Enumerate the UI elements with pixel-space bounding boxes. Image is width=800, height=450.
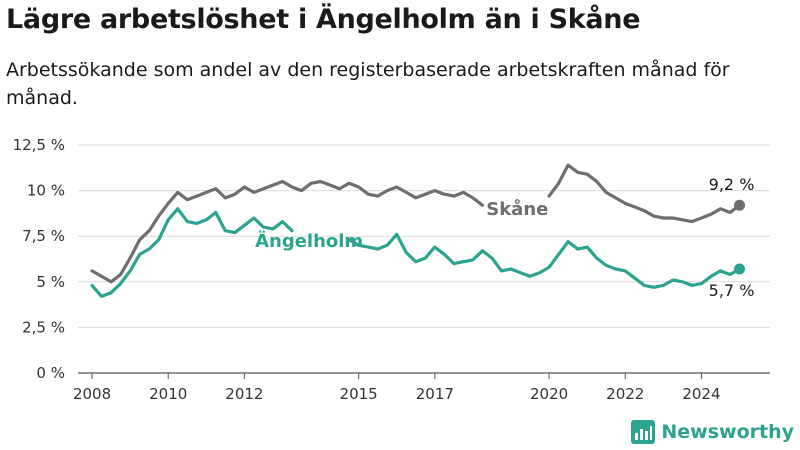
series-end-point-0: [734, 199, 746, 211]
page-title: Lägre arbetslöshet i Ängelholm än i Skån…: [6, 4, 641, 35]
y-tick-label: 2,5 %: [22, 318, 65, 336]
series-name-label-0: Skåne: [486, 198, 548, 220]
x-tick-label: 2020: [530, 385, 568, 403]
newsworthy-logo-icon: [631, 420, 656, 444]
x-tick-label: 2010: [149, 385, 187, 403]
brand-name: Newsworthy: [661, 421, 794, 443]
series-line-1: [90, 207, 742, 298]
series-labels: 9,2 % 5,7 % Skåne Ängelholm: [255, 175, 754, 300]
series-name-label-1: Ängelholm: [255, 230, 363, 252]
series-line-0: [90, 163, 742, 284]
y-tick-label: 12,5 %: [13, 136, 65, 154]
series-end-point-1: [734, 263, 746, 275]
y-tick-label: 5 %: [36, 273, 65, 291]
y-tick-label: 0 %: [36, 364, 65, 382]
x-tick-label: 2024: [682, 385, 720, 403]
series-lines: [90, 163, 746, 298]
page-subtitle: Arbetssökande som andel av den registerb…: [6, 59, 730, 109]
x-tick-label: 2022: [606, 385, 644, 403]
grid-lines: [78, 144, 770, 374]
y-tick-label: 7,5 %: [22, 227, 65, 245]
x-tick-label: 2015: [340, 385, 378, 403]
series-end-label-1: 5,7 %: [709, 281, 755, 300]
y-tick-label: 10 %: [27, 182, 65, 200]
y-axis-ticks: 0 % 2,5 % 5 % 7,5 % 10 % 12,5 %: [13, 136, 65, 382]
series-end-label-0: 9,2 %: [709, 175, 755, 194]
x-tick-label: 2012: [225, 385, 263, 403]
brand: Newsworthy: [631, 420, 794, 444]
x-axis-ticks: 2008 2010 2012 2015 2017 2020 2022 2024: [73, 373, 721, 403]
x-tick-label: 2017: [416, 385, 454, 403]
x-tick-label: 2008: [73, 385, 111, 403]
